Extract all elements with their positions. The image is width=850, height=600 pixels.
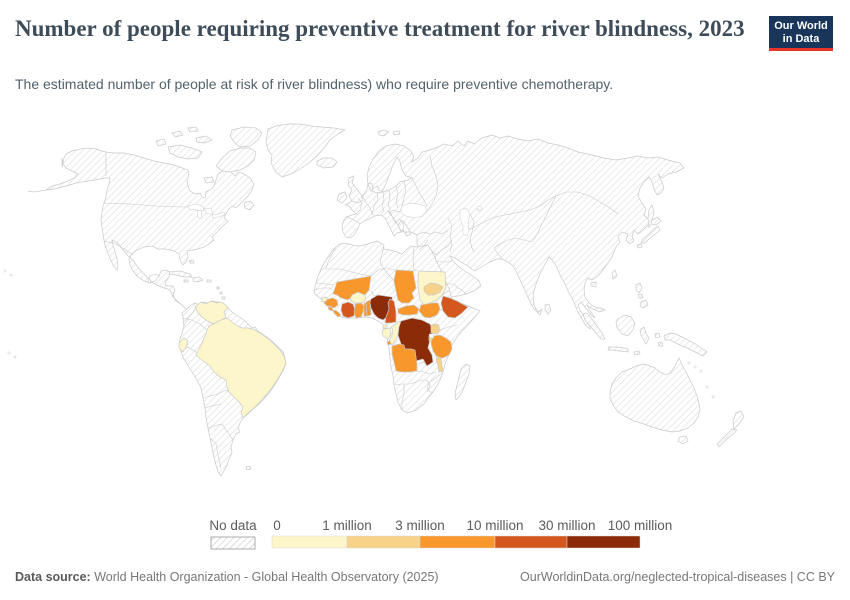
- svg-text:No data: No data: [209, 518, 257, 533]
- svg-text:3 million: 3 million: [395, 518, 445, 533]
- svg-text:100 million: 100 million: [608, 518, 673, 533]
- svg-text:1 million: 1 million: [322, 518, 372, 533]
- svg-text:30 million: 30 million: [538, 518, 595, 533]
- svg-text:10 million: 10 million: [466, 518, 523, 533]
- svg-text:0: 0: [273, 518, 281, 533]
